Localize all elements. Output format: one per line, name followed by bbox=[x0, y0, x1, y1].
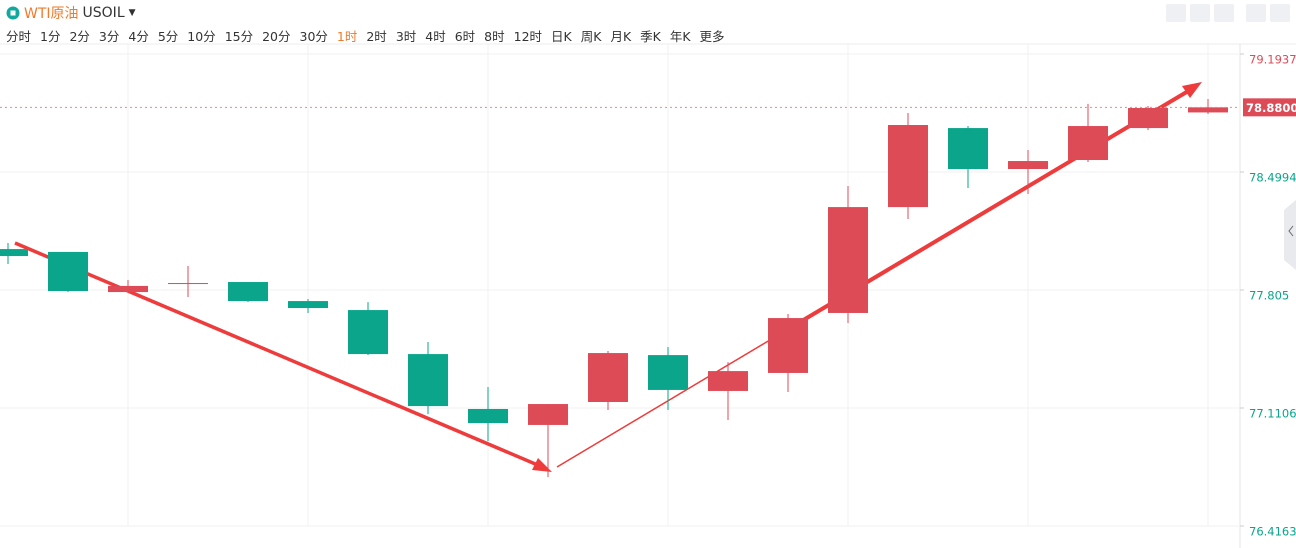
candle-body bbox=[888, 125, 928, 208]
candle-body bbox=[588, 353, 628, 402]
arrow-head bbox=[532, 458, 552, 472]
interval-button[interactable]: 3时 bbox=[395, 29, 417, 44]
trend-line bbox=[556, 327, 791, 468]
dropdown-caret: ▼ bbox=[128, 8, 136, 18]
candle-body bbox=[408, 354, 448, 407]
y-tick-label: 76.4163 bbox=[1249, 525, 1296, 539]
interval-button[interactable]: 30分 bbox=[299, 29, 328, 44]
interval-button[interactable]: 3分 bbox=[98, 29, 120, 44]
icon-button[interactable] bbox=[1246, 4, 1266, 22]
candle-body bbox=[48, 251, 88, 292]
interval-button[interactable]: 8时 bbox=[484, 29, 505, 44]
interval-button[interactable]: 更多 bbox=[699, 29, 725, 44]
interval-button[interactable]: 2时 bbox=[366, 29, 387, 44]
trend-arrow bbox=[14, 241, 541, 468]
interval-button[interactable]: 1时 bbox=[336, 29, 358, 44]
candle-body bbox=[168, 283, 208, 285]
candle-body bbox=[468, 408, 508, 424]
candle-body bbox=[228, 282, 268, 302]
interval-toolbar: 分时 1分 2分 3分 4分 5分 10分 15分 20分 30分 1时 2时 3时 4时 6时 8时 12时日… bbox=[6, 26, 725, 45]
tool-icons bbox=[1166, 4, 1290, 22]
interval-button[interactable]: 分时 bbox=[6, 29, 32, 44]
interval-button[interactable]: 15分 bbox=[224, 29, 254, 44]
candle-body bbox=[708, 371, 748, 391]
candle-body bbox=[948, 128, 988, 170]
candle-body bbox=[1068, 126, 1108, 161]
interval-button[interactable]: 1分 bbox=[40, 29, 61, 44]
candle-body bbox=[288, 301, 328, 309]
interval-button[interactable]: 4时 bbox=[425, 29, 446, 44]
candle-body bbox=[1128, 108, 1168, 129]
last-price-label: 78.8800 bbox=[1246, 101, 1296, 115]
interval-button[interactable]: 5分 bbox=[157, 29, 179, 44]
y-tick-label: 77.805 bbox=[1249, 289, 1289, 303]
candle-body bbox=[1008, 161, 1048, 170]
icon-button[interactable] bbox=[1190, 4, 1210, 22]
interval-button[interactable]: 年K bbox=[669, 29, 691, 44]
side-toggle-icon bbox=[1288, 225, 1294, 237]
icon-button[interactable] bbox=[1166, 4, 1186, 22]
interval-button[interactable]: 2分 bbox=[69, 29, 90, 44]
interval-button[interactable]: 10分 bbox=[187, 29, 216, 44]
interval-button[interactable]: 日K bbox=[551, 29, 572, 44]
last-price-box bbox=[1243, 98, 1296, 117]
arrow-head bbox=[1182, 82, 1202, 98]
candle-body bbox=[108, 285, 148, 293]
y-tick-label: 77.1106 bbox=[1249, 407, 1296, 421]
y-tick-label: 79.1937 bbox=[1249, 53, 1296, 67]
icon-button[interactable] bbox=[1270, 4, 1290, 22]
side-toggle[interactable] bbox=[1284, 200, 1296, 270]
interval-button[interactable]: 周K bbox=[580, 29, 602, 44]
symbol-name: WTI原油 bbox=[24, 6, 79, 22]
logo bbox=[6, 6, 20, 20]
candle-body bbox=[768, 318, 808, 373]
interval-button[interactable]: 4分 bbox=[128, 29, 149, 44]
candle-body bbox=[0, 249, 28, 257]
candle-body bbox=[828, 207, 868, 313]
candle-body bbox=[528, 404, 568, 425]
interval-button[interactable]: 季K bbox=[640, 29, 661, 44]
symbol-code: USOIL bbox=[82, 5, 125, 21]
interval-button[interactable]: 月K bbox=[610, 29, 632, 44]
symbol-header[interactable]: WTI原油 USOIL ▼ bbox=[6, 3, 136, 23]
interval-button[interactable]: 6时 bbox=[454, 29, 476, 44]
y-tick-label: 78.4994 bbox=[1249, 171, 1296, 185]
interval-button[interactable]: 20分 bbox=[262, 29, 291, 44]
icon-button[interactable] bbox=[1214, 4, 1234, 22]
candle-body bbox=[1188, 107, 1228, 113]
candle-body bbox=[648, 355, 688, 390]
candle-body bbox=[348, 310, 388, 355]
interval-button[interactable]: 12时 bbox=[513, 29, 543, 44]
